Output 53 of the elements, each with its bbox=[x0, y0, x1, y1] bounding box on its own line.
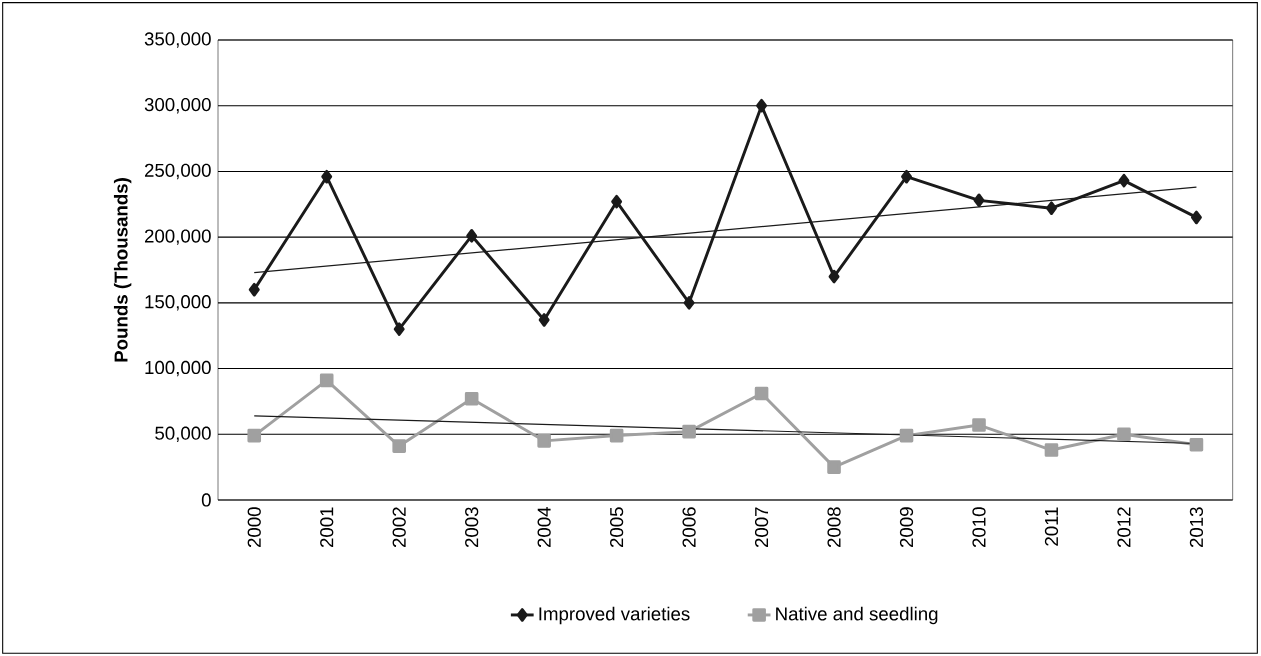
point bbox=[754, 386, 769, 401]
point bbox=[828, 269, 840, 284]
y-tick-label: 50,000 bbox=[155, 426, 211, 442]
x-tick-label: 2013 bbox=[1189, 507, 1204, 548]
point bbox=[1118, 173, 1130, 188]
legend-label: Improved varieties bbox=[539, 606, 690, 625]
x-tick-label: 2006 bbox=[682, 507, 696, 548]
point bbox=[392, 439, 406, 453]
x-tick-label: 2003 bbox=[465, 507, 479, 548]
point bbox=[756, 98, 768, 113]
point bbox=[901, 169, 912, 184]
x-tick-label: 2001 bbox=[320, 507, 334, 548]
point bbox=[1044, 443, 1059, 457]
y-tick-label: 300,000 bbox=[144, 97, 211, 114]
point bbox=[611, 194, 623, 209]
y-tick-label: 150,000 bbox=[145, 295, 211, 311]
x-tick-label: 2000 bbox=[247, 507, 261, 548]
point bbox=[973, 193, 985, 208]
point bbox=[899, 428, 914, 443]
x-tick-label: 2010 bbox=[972, 507, 986, 548]
point bbox=[1189, 437, 1204, 452]
x-tick-label: 2012 bbox=[1117, 507, 1131, 548]
point bbox=[321, 169, 333, 184]
y-tick-label: 250,000 bbox=[144, 163, 211, 180]
y-tick-label: 200,000 bbox=[144, 229, 211, 245]
point bbox=[972, 418, 986, 432]
point bbox=[464, 391, 479, 406]
point bbox=[827, 460, 841, 474]
x-tick-label: 2004 bbox=[537, 507, 551, 548]
point bbox=[393, 322, 405, 336]
y-tick-label: 0 bbox=[201, 493, 211, 507]
x-tick-label: 2007 bbox=[754, 507, 769, 548]
x-tick-label: 2002 bbox=[392, 507, 406, 548]
point bbox=[537, 434, 551, 448]
point bbox=[682, 424, 696, 439]
x-tick-label: 2008 bbox=[827, 507, 841, 548]
x-tick-label: 2005 bbox=[610, 507, 624, 548]
y-tick-label: 350,000 bbox=[144, 32, 211, 48]
point bbox=[248, 282, 260, 297]
point bbox=[1190, 210, 1202, 225]
point bbox=[466, 229, 478, 243]
point bbox=[538, 313, 550, 327]
y-axis-title: Pounds (Thousands) bbox=[113, 178, 132, 362]
x-tick-label: 2009 bbox=[899, 507, 914, 548]
y-tick-label: 100,000 bbox=[145, 360, 211, 377]
point bbox=[1046, 201, 1057, 216]
point bbox=[247, 428, 262, 443]
legend-label: Native and seedling bbox=[776, 606, 938, 625]
point bbox=[683, 296, 695, 310]
point bbox=[609, 428, 624, 443]
x-tick-label: 2011 bbox=[1044, 507, 1059, 546]
point bbox=[319, 373, 334, 388]
point bbox=[1117, 427, 1131, 442]
